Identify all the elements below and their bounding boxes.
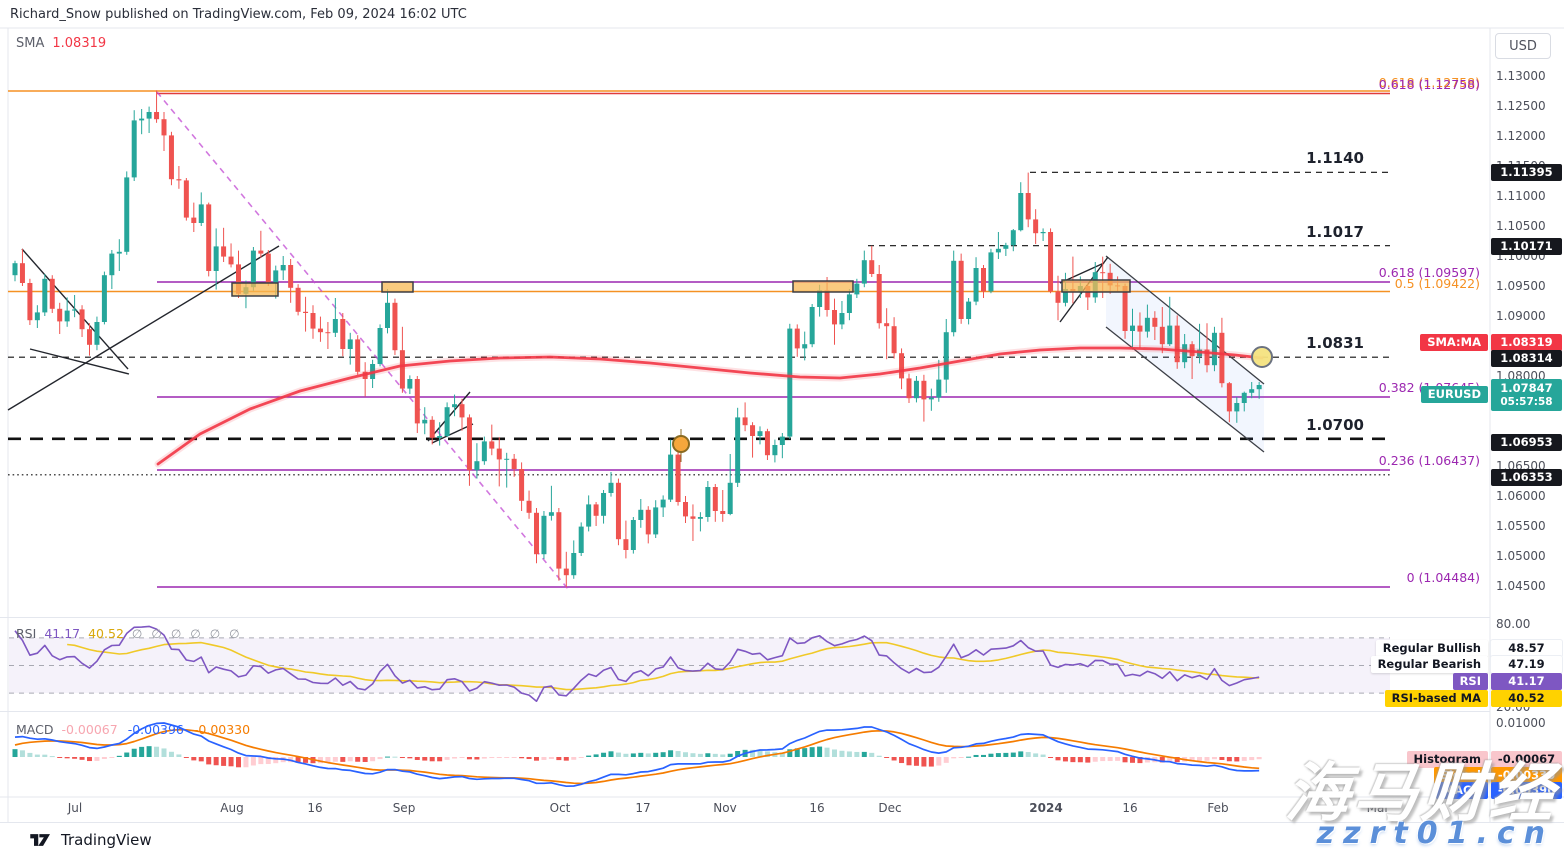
currency-toggle-button[interactable]: USD [1495, 33, 1551, 59]
tradingview-brand[interactable]: TradingView [30, 831, 152, 849]
tradingview-logo-icon [30, 834, 50, 846]
tradingview-brand-text: TradingView [61, 831, 152, 849]
